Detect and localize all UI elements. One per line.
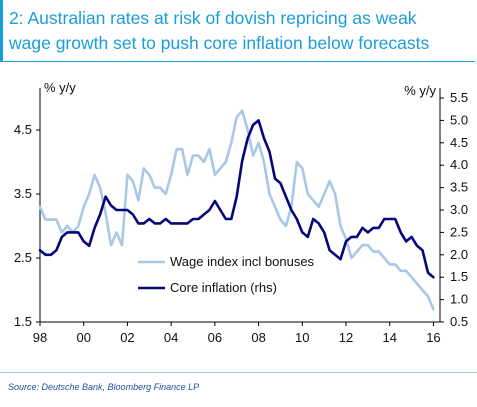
- left-tick-label: 3.5: [14, 186, 32, 201]
- legend: Wage index incl bonuses Core inflation (r…: [138, 254, 315, 295]
- bottom-divider: [0, 372, 477, 373]
- right-tick-label: 3.0: [450, 202, 468, 217]
- x-tick-label: 12: [339, 330, 353, 345]
- x-tick-label: 06: [208, 330, 222, 345]
- right-tick-label: 5.0: [450, 112, 468, 127]
- left-tick-label: 4.5: [14, 122, 32, 137]
- right-tick-label: 2.0: [450, 247, 468, 262]
- x-tick-label: 14: [382, 330, 396, 345]
- right-tick-label: 1.0: [450, 292, 468, 307]
- legend-label-wage-index: Wage index incl bonuses: [170, 254, 315, 269]
- left-axis-label: % y/y: [44, 80, 76, 95]
- x-tick-label: 04: [164, 330, 178, 345]
- chart-title-line-1: 2: Australian rates at risk of dovish re…: [9, 8, 417, 28]
- line-chart: 98 00 02 04 06 08 10 12 14 16 4.5 3.5 2.5 1.5 5.5 5.0 4.…: [14, 80, 468, 345]
- x-tick-label: 10: [295, 330, 309, 345]
- right-tick-label: 5.5: [450, 90, 468, 105]
- series-line-wage-index: [38, 109, 435, 311]
- chart-title: 2: Australian rates at risk of dovish re…: [0, 0, 475, 62]
- right-tick-label: 4.5: [450, 135, 468, 150]
- right-tick-label: 0.5: [450, 314, 468, 329]
- x-tick-label: 16: [426, 330, 440, 345]
- x-tick-label: 08: [251, 330, 265, 345]
- right-tick-label: 2.5: [450, 224, 468, 239]
- x-tick-label: 02: [120, 330, 134, 345]
- series-lines: [38, 109, 435, 311]
- left-tick-label: 1.5: [14, 314, 32, 329]
- series-line-core-inflation: [38, 119, 435, 279]
- axes: 98 00 02 04 06 08 10 12 14 16 4.5 3.5 2.5 1.5 5.5 5.0 4.…: [14, 80, 468, 345]
- legend-label-core-inflation: Core inflation (rhs): [170, 280, 277, 295]
- chart-title-line-2: wage growth set to push core inflation b…: [9, 33, 430, 53]
- right-axis-label: % y/y: [404, 83, 436, 98]
- left-tick-label: 2.5: [14, 250, 32, 265]
- right-tick-label: 3.5: [450, 180, 468, 195]
- source-note: Source: Deutsche Bank, Bloomberg Finance…: [8, 382, 200, 392]
- x-tick-label: 98: [33, 330, 47, 345]
- x-tick-label: 00: [76, 330, 90, 345]
- right-tick-label: 1.5: [450, 269, 468, 284]
- right-tick-label: 4.0: [450, 157, 468, 172]
